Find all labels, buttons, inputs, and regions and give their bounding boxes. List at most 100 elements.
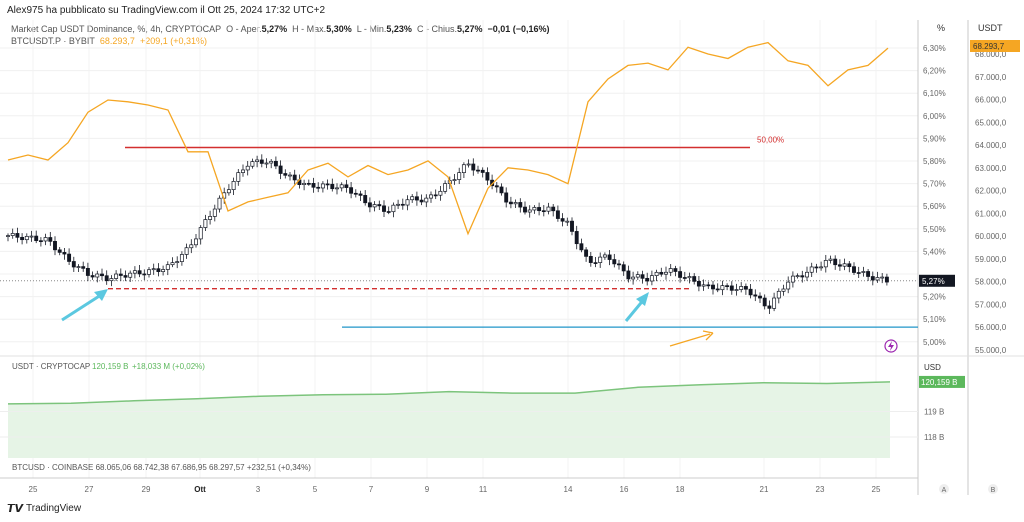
candle bbox=[523, 206, 527, 213]
candle bbox=[776, 290, 781, 299]
candle bbox=[137, 270, 142, 275]
pct-tick: 5,60% bbox=[923, 202, 946, 211]
candle bbox=[283, 173, 288, 176]
candle bbox=[499, 186, 504, 194]
candle bbox=[800, 275, 805, 278]
candle bbox=[429, 194, 433, 199]
candle bbox=[485, 172, 490, 181]
candle bbox=[617, 263, 621, 266]
candle bbox=[532, 207, 537, 211]
time-tick: 25 bbox=[29, 485, 38, 494]
candle bbox=[659, 271, 664, 275]
usdt-pane-symbol: USDT · CRYPTOCAP bbox=[12, 362, 90, 371]
usd-current-badge bbox=[919, 375, 965, 388]
btcusd-footer: BTCUSD · COINBASE 68.065,06 68.742,38 67… bbox=[12, 463, 311, 472]
usdt-area-fill bbox=[8, 381, 890, 458]
candle bbox=[598, 256, 603, 263]
candle bbox=[424, 197, 429, 203]
candle bbox=[461, 164, 466, 173]
time-tick: 16 bbox=[620, 485, 629, 494]
candle bbox=[640, 274, 645, 279]
btc-legend: BTCUSDT.P · BYBIT 68.293,7 +209,1 (+0,31… bbox=[11, 36, 207, 46]
candle bbox=[739, 286, 744, 290]
resistance-label: 50,00% bbox=[757, 135, 784, 144]
close-value: 5,27% bbox=[456, 24, 483, 34]
time-tick: 29 bbox=[142, 485, 151, 494]
candle bbox=[842, 263, 847, 267]
candle bbox=[767, 305, 772, 309]
btc-price: 68.293,7 bbox=[99, 36, 135, 46]
time-tick: 18 bbox=[676, 485, 685, 494]
candle bbox=[358, 193, 363, 196]
candle bbox=[311, 183, 316, 188]
candle bbox=[386, 211, 391, 213]
time-tick: 5 bbox=[313, 485, 318, 494]
candle bbox=[692, 276, 697, 282]
log-scale-button[interactable] bbox=[988, 484, 998, 494]
candle bbox=[231, 181, 236, 191]
close-label: C - Chius. bbox=[416, 24, 457, 34]
candle bbox=[34, 235, 39, 242]
candle bbox=[20, 236, 25, 241]
candle bbox=[330, 183, 335, 190]
usdt-tick: 61.000,0 bbox=[975, 209, 1007, 218]
candle bbox=[142, 273, 147, 276]
candle bbox=[67, 253, 72, 262]
symbol-label[interactable]: Market Cap USDT Dominance, %, 4h, CRYPTO… bbox=[11, 24, 222, 34]
candle bbox=[76, 266, 81, 268]
candle bbox=[95, 273, 100, 278]
candle bbox=[38, 240, 43, 243]
candle bbox=[725, 285, 730, 287]
usdt-tick: 56.000,0 bbox=[975, 323, 1007, 332]
btc-price-line bbox=[7, 41, 889, 236]
candle bbox=[24, 236, 29, 241]
drawings[interactable]: 50,00% bbox=[61, 135, 918, 347]
candle bbox=[264, 162, 269, 165]
candle bbox=[494, 185, 499, 188]
candle bbox=[363, 195, 368, 204]
candle bbox=[438, 190, 443, 196]
high-label: H - Max. bbox=[292, 24, 327, 34]
candle bbox=[118, 273, 123, 276]
candle bbox=[654, 271, 659, 276]
candle bbox=[349, 187, 354, 194]
usdt-tick: 57.000,0 bbox=[975, 300, 1007, 309]
time-tick: 7 bbox=[369, 485, 374, 494]
pct-axis-title: % bbox=[937, 23, 945, 33]
auto-scale-button[interactable] bbox=[939, 484, 949, 494]
time-tick: 25 bbox=[872, 485, 881, 494]
candle bbox=[151, 268, 156, 271]
candle bbox=[53, 241, 57, 251]
usdt-pane-change: +18,033 M (+0,02%) bbox=[132, 362, 205, 371]
cyan-arrow-1-head bbox=[94, 289, 108, 301]
price-axes[interactable]: 6,30% 6,20% 6,10% 6,00% 5,90% 5,80% 5,70% 5,60%… bbox=[919, 40, 1020, 355]
publish-info: Alex975 ha pubblicato su TradingView.com… bbox=[7, 5, 326, 16]
candle bbox=[165, 264, 170, 270]
time-axis[interactable]: 25 27 29 Ott 3 5 7 9 11 14 16 18 21 23 25 bbox=[29, 485, 881, 494]
candle bbox=[269, 160, 274, 164]
candle bbox=[687, 276, 692, 279]
tradingview-brand[interactable]: 𝙏𝙑 TradingView bbox=[7, 502, 81, 515]
usdt-pane-value: 120,159 B bbox=[92, 362, 128, 371]
candle bbox=[184, 247, 189, 255]
candle bbox=[414, 196, 419, 201]
candle bbox=[734, 289, 739, 291]
candle bbox=[104, 275, 109, 282]
candle bbox=[537, 207, 542, 212]
candle bbox=[57, 249, 62, 253]
btc-symbol[interactable]: BTCUSDT.P · BYBIT bbox=[11, 36, 95, 46]
pct-tick: 5,70% bbox=[923, 180, 946, 189]
usdt-tick: 64.000,0 bbox=[975, 141, 1007, 150]
candle bbox=[236, 172, 241, 182]
candle bbox=[15, 233, 20, 238]
candle bbox=[560, 218, 565, 222]
candle bbox=[353, 192, 358, 195]
candle bbox=[678, 271, 683, 278]
usdt-tick: 68.000,0 bbox=[975, 50, 1007, 59]
candle bbox=[729, 285, 734, 291]
usd-axis-title: USD bbox=[924, 363, 941, 372]
candle bbox=[128, 272, 133, 278]
pct-tick: 5,20% bbox=[923, 293, 946, 302]
lightning-icon[interactable] bbox=[884, 339, 898, 353]
